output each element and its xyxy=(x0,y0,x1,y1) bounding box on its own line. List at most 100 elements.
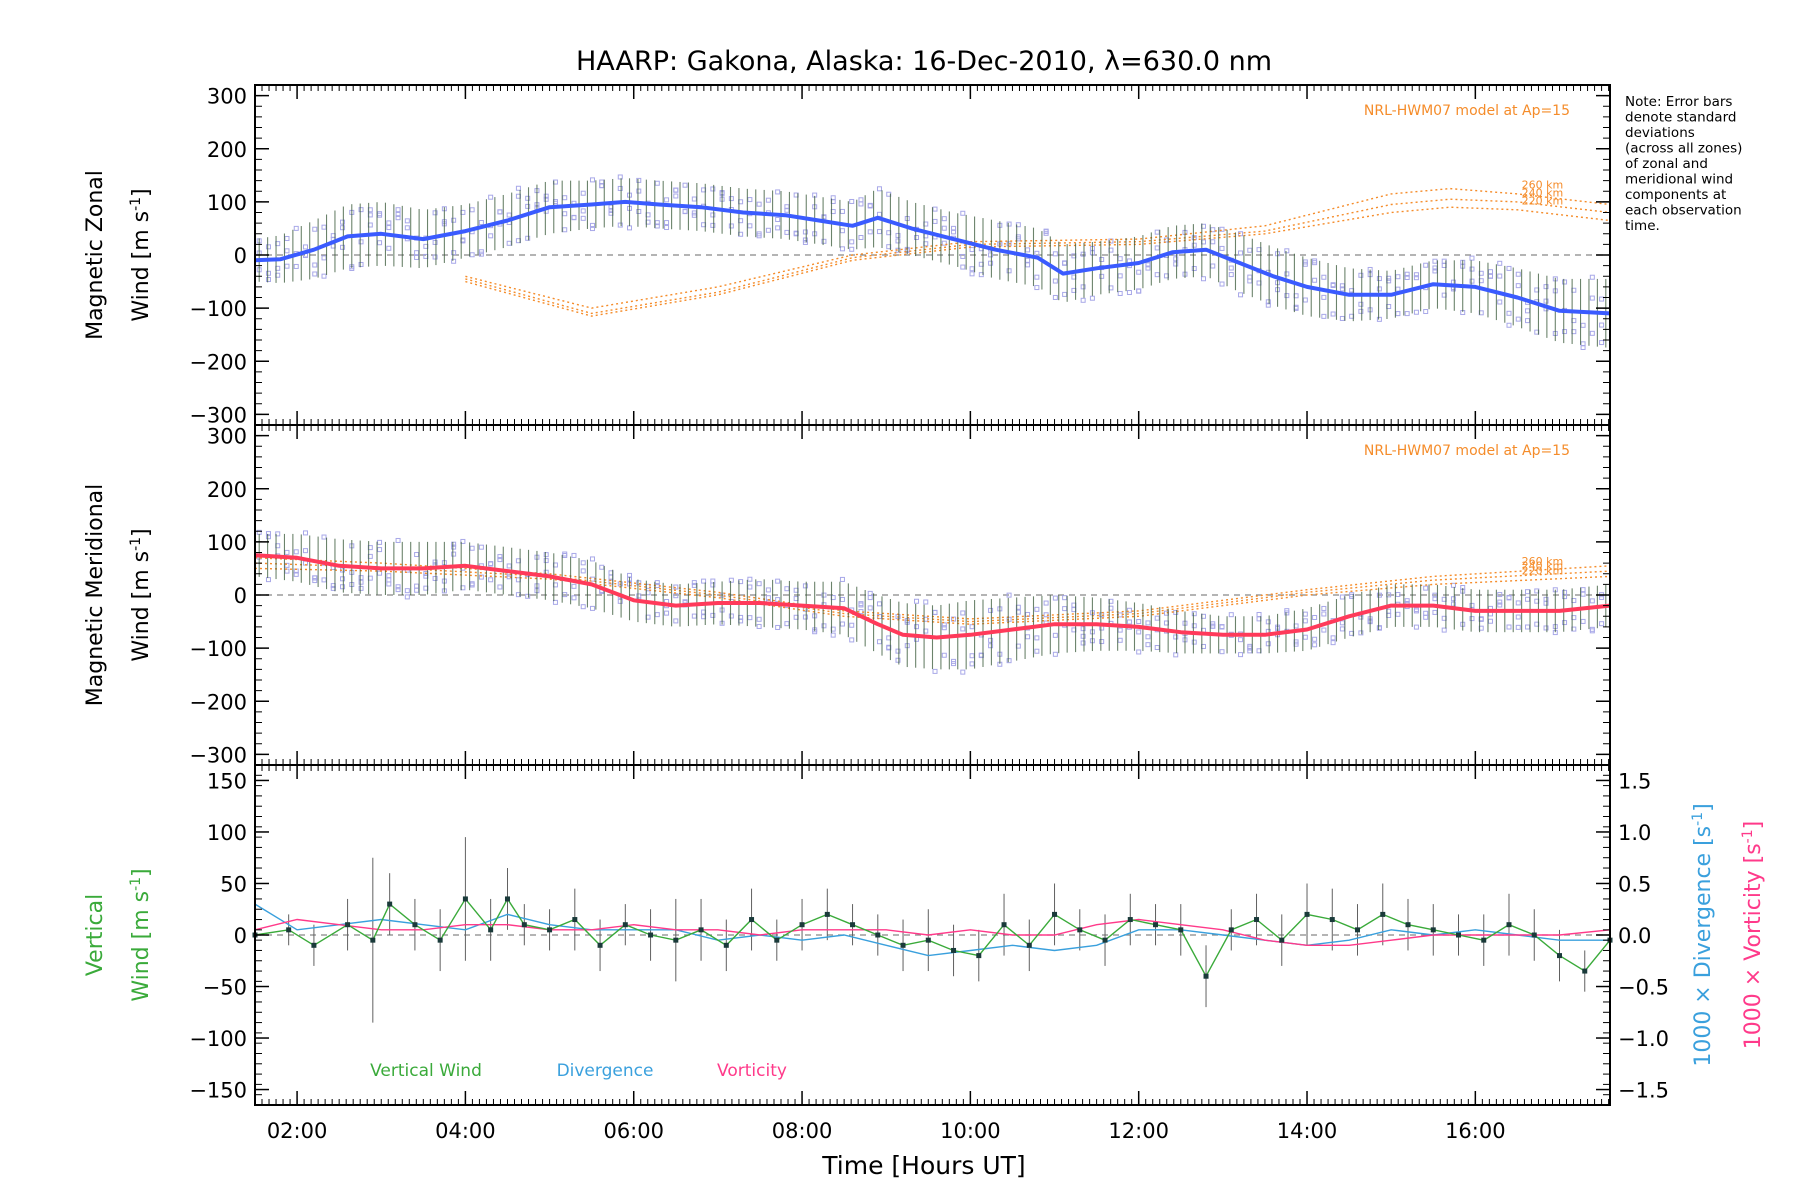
scatter-point xyxy=(1117,273,1123,279)
scatter-point xyxy=(404,218,410,224)
scatter-point xyxy=(469,581,475,587)
y-axis: 150 100 50 0 −50 −100 −150 xyxy=(189,769,269,1103)
scatter-point xyxy=(876,211,882,217)
scatter-point xyxy=(1589,598,1595,604)
scatter-point xyxy=(543,193,549,199)
scatter-point xyxy=(1312,642,1318,648)
scatter-point xyxy=(969,247,975,253)
scatter-point xyxy=(1525,624,1531,630)
vertical-wind-point xyxy=(286,927,292,933)
scatter-point xyxy=(747,584,753,590)
scatter-point xyxy=(765,227,771,233)
scatter-point xyxy=(1506,265,1512,271)
scatter-point xyxy=(580,208,586,214)
vertical-wind-point xyxy=(1582,968,1588,974)
scatter-point xyxy=(469,207,475,213)
scatter-point xyxy=(580,215,586,221)
scatter-point xyxy=(1395,274,1401,280)
scatter-point xyxy=(414,587,420,593)
vertical-wind-point xyxy=(925,937,931,943)
scatter-point xyxy=(1413,275,1419,281)
scatter-point xyxy=(571,552,577,558)
x-axis-tick-labels: 02:00 04:00 06:00 08:00 10:00 12:00 14:00 16:00 xyxy=(267,1119,1506,1143)
vertical-wind-point xyxy=(1102,937,1108,943)
right-axis-label-divergence: 1000 × Divergence [s-1] xyxy=(1690,803,1716,1066)
scatter-point xyxy=(636,188,642,194)
scatter-point xyxy=(1330,282,1336,288)
scatter-point xyxy=(358,575,364,581)
scatter-point xyxy=(960,626,966,632)
scatter-point xyxy=(312,271,318,277)
scatter-point xyxy=(1191,242,1197,248)
scatter-point xyxy=(1376,276,1382,282)
scatter-point xyxy=(664,225,670,231)
model-curve xyxy=(465,206,1611,317)
scatter-point xyxy=(1136,288,1142,294)
vertical-wind-point xyxy=(1001,922,1007,928)
scatter-point xyxy=(1034,606,1040,612)
scatter-point xyxy=(923,599,929,605)
y-tick-label: 200 xyxy=(207,478,247,502)
x-tick-label: 10:00 xyxy=(940,1119,1001,1143)
scatter-point xyxy=(1136,619,1142,625)
scatter-point xyxy=(941,240,947,246)
scatter-point xyxy=(1173,652,1179,658)
scatter-point xyxy=(1562,620,1568,626)
scatter-point xyxy=(1487,269,1493,275)
scatter-point xyxy=(1469,255,1475,261)
scatter-point xyxy=(664,220,670,226)
scatter-point xyxy=(1339,620,1345,626)
model-label: NRL-HWM07 model at Ap=15 xyxy=(1364,103,1570,119)
scatter-point xyxy=(478,219,484,225)
scatter-point xyxy=(432,239,438,245)
scatter-point xyxy=(562,195,568,201)
right-tick-label: 1.0 xyxy=(1618,821,1651,845)
scatter-point xyxy=(1154,245,1160,251)
scatter-point xyxy=(1395,611,1401,617)
scatter-point xyxy=(1265,619,1271,625)
scatter-point xyxy=(302,548,308,554)
scatter-point xyxy=(1052,651,1058,657)
scatter-point xyxy=(1543,298,1549,304)
scatter-point xyxy=(469,252,475,258)
scatter-point xyxy=(552,599,558,605)
scatter-point xyxy=(589,556,595,562)
y-axis-label-line2: Wind [m s-1] xyxy=(128,868,154,1001)
scatter-point xyxy=(451,541,457,547)
y-tick-label: −300 xyxy=(189,743,247,767)
scatter-point xyxy=(414,552,420,558)
scatter-point xyxy=(1413,272,1419,278)
scatter-point xyxy=(1302,634,1308,640)
scatter-point xyxy=(895,238,901,244)
scatter-point xyxy=(830,632,836,638)
scatter-point xyxy=(1515,271,1521,277)
scatter-point xyxy=(756,233,762,239)
y-axis: 300 200 100 0 −100 −200 −300 xyxy=(189,85,1610,427)
mean-wind-line xyxy=(254,553,1611,640)
scatter-point xyxy=(682,182,688,188)
chart-title: HAARP: Gakona, Alaska: 16-Dec-2010, λ=63… xyxy=(576,46,1272,77)
scatter-point xyxy=(414,254,420,260)
scatter-point xyxy=(617,185,623,191)
scatter-point xyxy=(1339,594,1345,600)
vertical-wind-point xyxy=(488,927,494,933)
note-line: meridional wind xyxy=(1625,172,1733,188)
scatter-point xyxy=(1136,269,1142,275)
scatter-point xyxy=(1580,344,1586,350)
vertical-wind-point xyxy=(1203,973,1209,979)
x-ticks xyxy=(254,765,1610,1105)
scatter-point xyxy=(1376,625,1382,631)
scatter-point xyxy=(1506,595,1512,601)
scatter-point xyxy=(1154,229,1160,235)
model-curve-label: 220 km xyxy=(1522,194,1564,207)
scatter-point xyxy=(1404,274,1410,280)
scatter-point xyxy=(710,578,716,584)
scatter-point xyxy=(1052,251,1058,257)
scatter-point xyxy=(386,577,392,583)
scatter-point xyxy=(321,255,327,261)
scatter-point xyxy=(1543,284,1549,290)
scatter-point xyxy=(914,624,920,630)
scatter-point xyxy=(1330,311,1336,317)
note-line: components at xyxy=(1625,187,1726,203)
